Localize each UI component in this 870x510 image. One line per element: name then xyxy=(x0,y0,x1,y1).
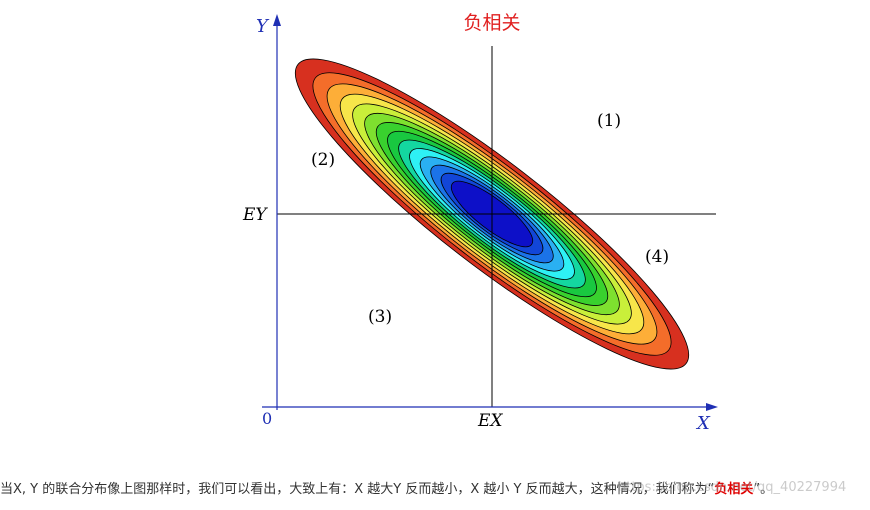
figure-title: 负相关 xyxy=(463,12,520,34)
region-3-label: (3) xyxy=(368,307,392,327)
y-axis-label: Y xyxy=(256,16,270,37)
caption-highlight: 负相关 xyxy=(714,482,754,497)
caption-text: 当X, Y 的联合分布像上图那样时，我们可以看出，大致上有：X 越大Y 反而越小… xyxy=(0,478,870,500)
origin-label: 0 xyxy=(262,409,272,428)
caption-suffix: ”。 xyxy=(753,482,774,497)
x-axis-arrow-icon xyxy=(706,403,718,411)
region-2-label: (2) xyxy=(311,150,335,170)
y-axis-arrow-icon xyxy=(273,14,281,26)
ex-label: EX xyxy=(477,411,503,431)
caption-prefix: 当X, Y 的联合分布像上图那样时，我们可以看出，大致上有：X 越大Y 反而越小… xyxy=(0,482,715,497)
ey-label: EY xyxy=(242,205,268,225)
region-1-label: (1) xyxy=(597,111,621,131)
x-axis-label: X xyxy=(695,413,711,434)
watermark-text: https://blog.csdn.net/qq_40227994 xyxy=(618,480,847,495)
region-4-label: (4) xyxy=(645,247,669,267)
negative-correlation-figure: 负相关 Y X 0 EX EY (1) (2) (3) (4) xyxy=(242,12,718,434)
